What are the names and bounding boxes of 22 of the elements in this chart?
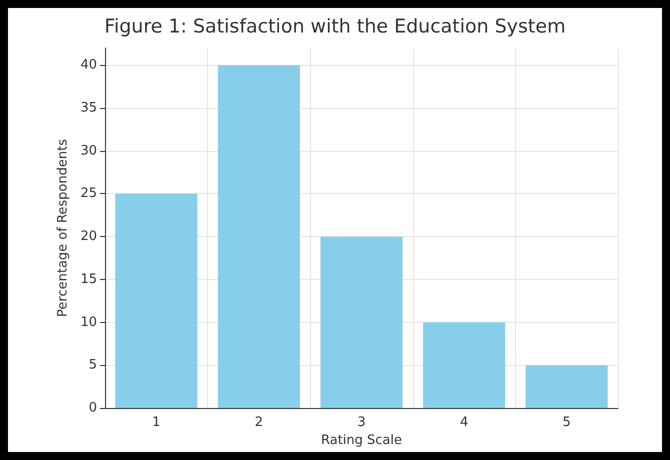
y-axis-title: Percentage of Respondents bbox=[56, 138, 71, 317]
y-tick-label: 25 bbox=[80, 186, 97, 202]
x-tick-label: 2 bbox=[254, 415, 264, 430]
x-tick-label: 5 bbox=[562, 415, 571, 430]
bar bbox=[115, 194, 198, 408]
y-tick-label: 0 bbox=[88, 400, 97, 416]
y-tick-label: 10 bbox=[80, 314, 97, 330]
y-tick-label: 5 bbox=[88, 358, 97, 373]
y-tick-label: 20 bbox=[80, 229, 97, 244]
x-tick-label: 4 bbox=[460, 415, 468, 430]
bar bbox=[320, 236, 403, 408]
y-tick-label: 35 bbox=[80, 100, 97, 116]
x-tick-label: 3 bbox=[357, 415, 366, 430]
x-tick-label: 1 bbox=[152, 415, 160, 430]
chart-title: Figure 1: Satisfaction with the Education System bbox=[104, 16, 566, 38]
y-tick-label: 15 bbox=[80, 272, 97, 287]
bar bbox=[423, 322, 506, 408]
bar bbox=[218, 65, 300, 408]
bar bbox=[526, 365, 608, 408]
x-axis-title: Rating Scale bbox=[320, 433, 402, 448]
y-tick-label: 30 bbox=[80, 143, 97, 158]
y-tick-label: 40 bbox=[80, 58, 97, 73]
